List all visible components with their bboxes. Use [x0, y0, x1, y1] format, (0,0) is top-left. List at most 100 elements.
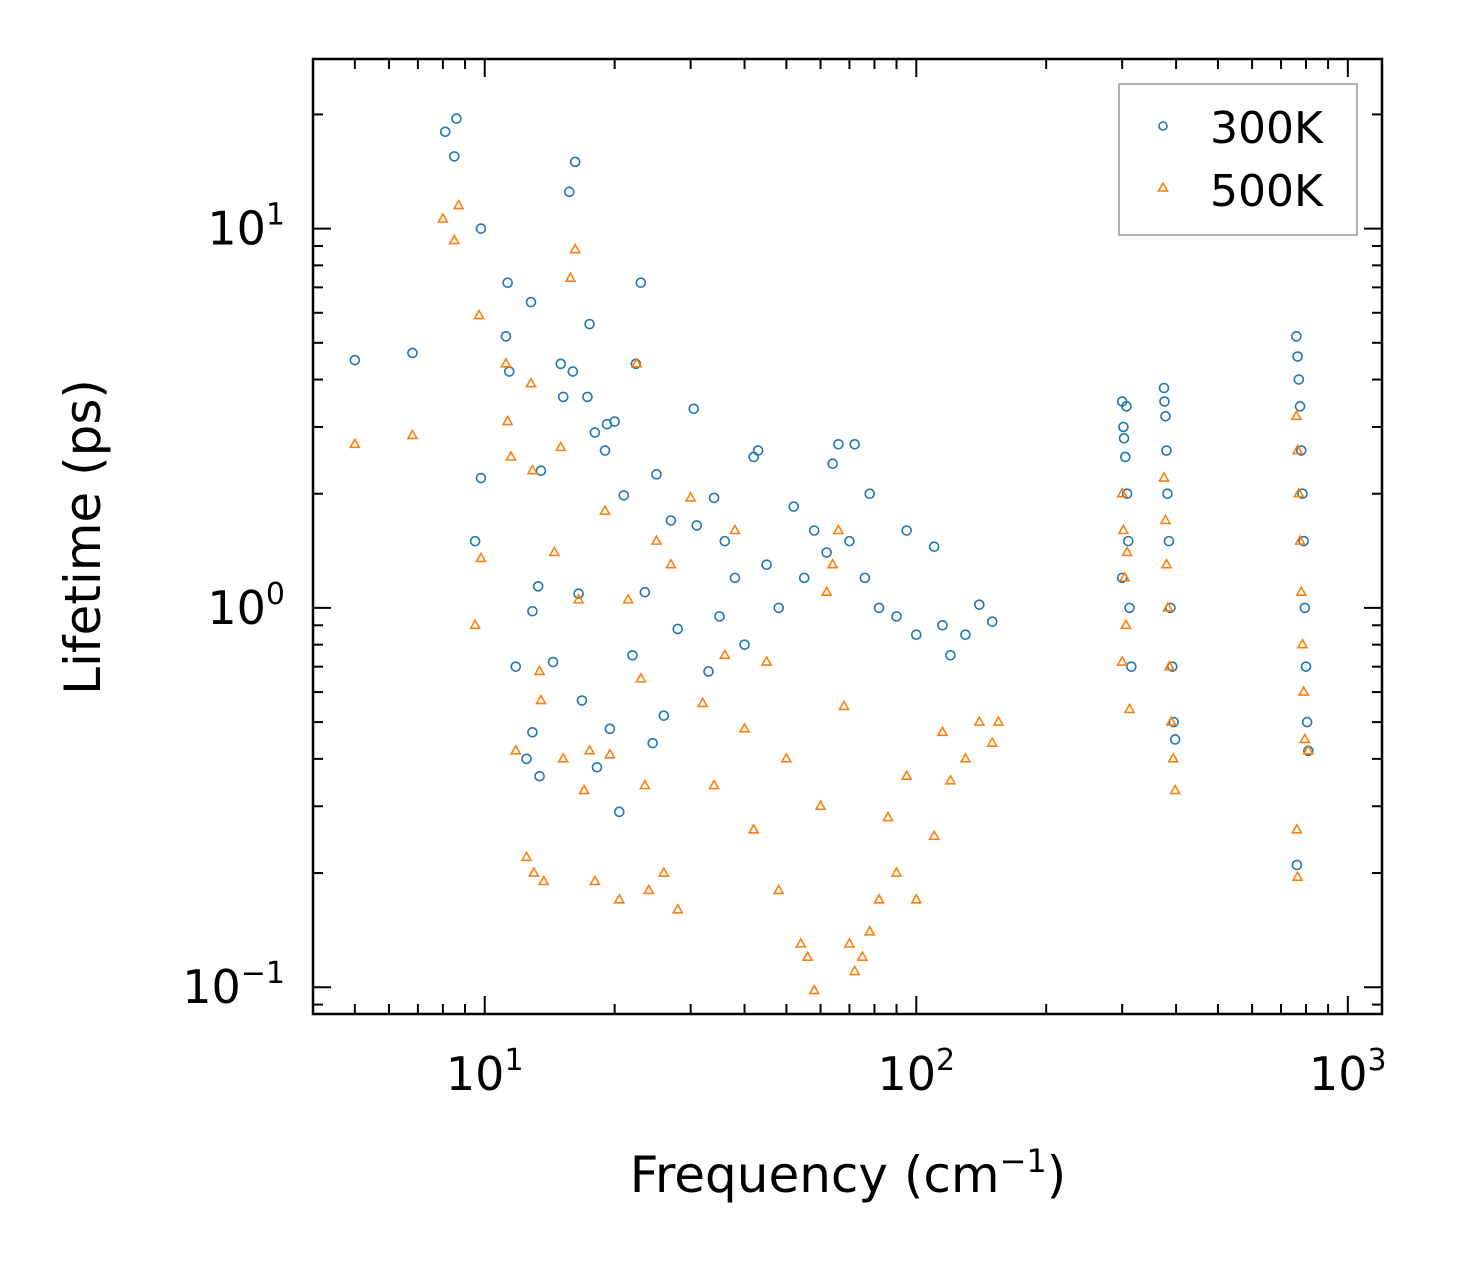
data-point	[1295, 585, 1308, 597]
data-point	[1119, 451, 1131, 463]
data-point	[1291, 823, 1303, 834]
legend-marker-300k	[1158, 121, 1168, 131]
data-point	[638, 779, 651, 790]
data-point	[1299, 602, 1311, 614]
data-point	[630, 357, 643, 368]
data-point	[642, 883, 655, 895]
data-point	[1300, 661, 1312, 672]
legend-box	[1118, 83, 1358, 236]
data-point	[348, 437, 361, 449]
data-point	[647, 737, 658, 749]
y-tick-label: 10−1	[182, 956, 285, 1014]
data-point	[1298, 535, 1309, 547]
data-point	[1121, 545, 1133, 557]
data-point	[1165, 715, 1178, 726]
data-point	[650, 534, 663, 545]
data-point	[584, 318, 595, 330]
data-point	[1124, 602, 1135, 614]
data-point	[1160, 411, 1171, 422]
data-point	[1297, 685, 1310, 696]
data-point	[826, 558, 839, 569]
data-point	[820, 585, 833, 597]
data-point	[1290, 409, 1303, 421]
data-point	[589, 874, 601, 886]
data-point	[525, 377, 537, 388]
data-point	[747, 823, 760, 834]
data-point	[1162, 601, 1174, 612]
data-point	[567, 366, 579, 377]
data-point	[1291, 870, 1304, 882]
data-point	[547, 656, 559, 668]
data-point	[658, 710, 670, 721]
data-point	[609, 416, 620, 427]
data-point	[928, 541, 940, 553]
data-point	[1169, 734, 1181, 745]
data-point	[1291, 859, 1303, 871]
data-point	[1160, 558, 1173, 569]
legend: 300K 500K	[1118, 83, 1358, 236]
x-tick-label: 102	[877, 1043, 955, 1101]
data-point	[527, 605, 538, 617]
data-point	[848, 964, 861, 976]
data-point	[505, 450, 517, 461]
data-point	[502, 277, 513, 289]
data-point	[583, 744, 596, 755]
data-point	[1294, 534, 1306, 545]
plot-frame	[311, 57, 1384, 1016]
data-point	[591, 762, 603, 773]
data-point	[859, 572, 871, 584]
data-point	[1117, 523, 1130, 535]
data-point	[671, 903, 684, 914]
data-point	[986, 736, 999, 747]
data-point	[1116, 655, 1129, 666]
data-point	[569, 156, 581, 168]
data-point	[528, 866, 540, 877]
data-point	[910, 893, 923, 904]
data-point	[452, 198, 465, 210]
data-point	[622, 593, 635, 604]
data-point	[714, 611, 725, 622]
data-point	[532, 581, 544, 592]
data-point	[1296, 638, 1309, 649]
data-point	[1163, 535, 1175, 547]
data-point	[665, 515, 677, 526]
data-point	[665, 558, 677, 569]
data-point	[1302, 744, 1315, 755]
y-tick-label: 100	[207, 577, 285, 635]
series-300k	[349, 113, 1314, 871]
data-point	[548, 545, 561, 557]
data-point	[557, 391, 569, 403]
data-point	[891, 611, 902, 622]
data-point	[651, 469, 662, 480]
data-point	[729, 523, 741, 535]
data-point	[407, 347, 418, 359]
data-point	[1123, 535, 1134, 547]
data-point	[691, 520, 703, 531]
data-point	[1169, 783, 1182, 795]
data-point	[509, 744, 522, 755]
data-point	[469, 535, 481, 547]
data-point	[503, 366, 515, 377]
data-point	[1118, 433, 1130, 444]
data-point	[1118, 571, 1131, 582]
data-point	[814, 799, 827, 811]
data-point	[500, 331, 512, 342]
data-point	[1163, 660, 1176, 671]
data-point	[974, 599, 985, 610]
data-point	[554, 440, 567, 452]
data-point	[1301, 716, 1313, 728]
data-point	[448, 233, 461, 245]
data-point	[1291, 443, 1304, 455]
data-point	[1159, 396, 1170, 407]
data-point	[604, 723, 616, 735]
data-point	[788, 501, 800, 512]
data-point	[901, 525, 912, 536]
data-point	[521, 753, 532, 765]
data-point	[406, 428, 419, 440]
data-point	[808, 525, 820, 536]
data-point	[635, 277, 647, 289]
data-point	[1121, 401, 1132, 412]
data-point	[937, 619, 948, 631]
data-point	[510, 661, 522, 672]
